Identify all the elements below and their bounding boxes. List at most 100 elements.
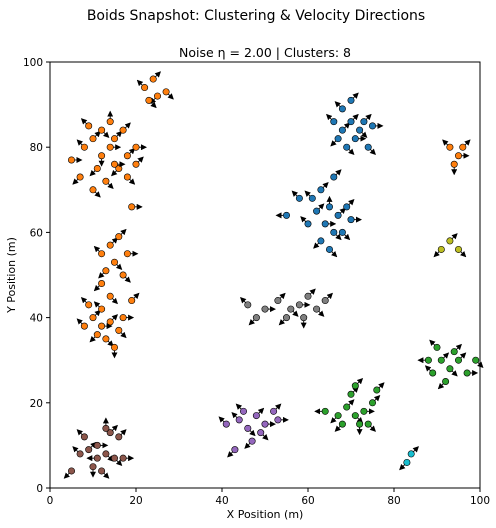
boid-point (76, 173, 84, 181)
boid-point (368, 399, 376, 407)
boid-point (343, 143, 351, 151)
boid-point (261, 420, 269, 428)
boid-point (248, 437, 256, 445)
cluster-10 (399, 446, 419, 471)
cluster-14 (63, 417, 135, 479)
boid-point (459, 143, 467, 151)
boid-point (338, 228, 346, 236)
boid-point (347, 96, 355, 104)
boid-point (321, 407, 329, 415)
boid-point (89, 463, 97, 471)
boid-point (132, 160, 140, 168)
boid-point (450, 348, 458, 356)
cluster-1 (136, 71, 174, 109)
boid-point (89, 135, 97, 143)
boid-point (98, 250, 106, 258)
cluster-4 (76, 292, 140, 359)
boid-point (93, 165, 101, 173)
boid-point (360, 118, 368, 126)
boid-point (356, 420, 364, 428)
boid-point (154, 92, 162, 100)
boid-point (119, 271, 127, 279)
cluster-6 (275, 169, 362, 258)
boid-point (424, 356, 432, 364)
boid-point (442, 377, 450, 385)
boid-point (437, 245, 445, 253)
boid-point (98, 280, 106, 288)
boid-point (454, 356, 462, 364)
boid-point (106, 118, 114, 126)
boid-point (343, 403, 351, 411)
boid-point (76, 450, 84, 458)
cluster-2 (68, 110, 147, 211)
plot-frame (49, 61, 481, 489)
boid-point (325, 245, 333, 253)
boid-point (119, 454, 127, 462)
boid-point (368, 122, 376, 130)
cluster-13 (218, 403, 289, 458)
boid-point (360, 407, 368, 415)
boid-point (295, 301, 303, 309)
boid-point (321, 297, 329, 305)
boid-point (240, 407, 248, 415)
boid-point (115, 433, 123, 441)
y-tick-label: 100 (23, 57, 43, 69)
boid-point (149, 75, 157, 83)
boid-point (102, 177, 110, 185)
y-tick-label: 0 (36, 483, 43, 495)
x-tick-label: 100 (470, 495, 490, 507)
boid-point (351, 135, 359, 143)
y-axis-label: Y Position (m) (5, 237, 18, 314)
boid-point (287, 305, 295, 313)
boid-point (450, 160, 458, 168)
boid-point (80, 322, 88, 330)
boid-point (80, 143, 88, 151)
boid-point (132, 143, 140, 151)
boid-point (80, 433, 88, 441)
cluster-7 (433, 233, 467, 258)
boid-point (338, 420, 346, 428)
boid-point (257, 429, 265, 437)
boid-point (244, 424, 252, 432)
boid-point (347, 216, 355, 224)
boid-point (98, 152, 106, 160)
boid-point (85, 122, 93, 130)
boid-point (119, 126, 127, 134)
boid-point (300, 314, 308, 322)
boid-point (115, 233, 123, 241)
boid-point (68, 156, 76, 164)
cluster-8 (442, 139, 471, 176)
boid-point (128, 297, 136, 305)
boid-point (270, 407, 278, 415)
boid-point (98, 126, 106, 134)
cluster-5 (326, 92, 384, 155)
boid-point (429, 369, 437, 377)
boid-point (93, 331, 101, 339)
boid-point (317, 237, 325, 245)
boid-point (111, 135, 119, 143)
chart-title: Noise η = 2.00 | Clusters: 8 (179, 45, 351, 60)
x-tick-label: 20 (129, 495, 142, 507)
boid-point (343, 203, 351, 211)
boid-point (98, 322, 106, 330)
boid-point (123, 250, 131, 258)
boid-point (403, 458, 411, 466)
y-tick-label: 80 (30, 142, 43, 154)
boid-point (106, 429, 114, 437)
boid-point (252, 412, 260, 420)
boid-point (351, 382, 359, 390)
boid-point (282, 211, 290, 219)
boid-point (282, 314, 290, 322)
boid-point (111, 343, 119, 351)
boid-point (334, 211, 342, 219)
boid-point (85, 301, 93, 309)
boid-point (85, 446, 93, 454)
boid-point (106, 292, 114, 300)
y-tick-label: 60 (30, 227, 43, 239)
boid-point (356, 126, 364, 134)
boid-point (308, 194, 316, 202)
boid-point (98, 467, 106, 475)
boid-point (106, 241, 114, 249)
boid-point (304, 220, 312, 228)
